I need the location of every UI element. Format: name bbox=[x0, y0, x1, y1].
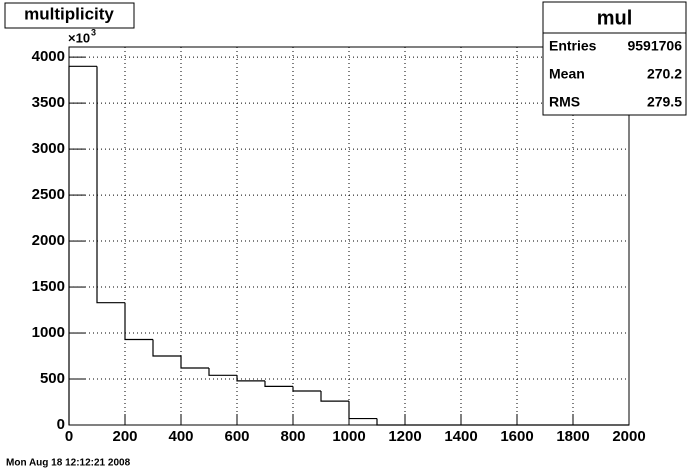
stats-title: mul bbox=[597, 7, 633, 29]
stats-value: 279.5 bbox=[647, 94, 682, 110]
y-tick-label: 4000 bbox=[32, 48, 65, 65]
histogram-bin bbox=[236, 375, 265, 382]
x-tick-label: 1600 bbox=[500, 428, 533, 445]
y-tick-label: 2500 bbox=[32, 186, 65, 203]
stats-label: Mean bbox=[549, 66, 585, 82]
x-tick-label: 400 bbox=[168, 428, 193, 445]
plot-frame bbox=[68, 46, 630, 426]
y-tick-label: 3000 bbox=[32, 140, 65, 157]
x-tick-label: 200 bbox=[112, 428, 137, 445]
histogram-bin bbox=[292, 386, 321, 392]
histogram-bin bbox=[180, 356, 209, 369]
y-tick-label: 2000 bbox=[32, 232, 65, 249]
chart-title: multiplicity bbox=[24, 4, 114, 23]
y-tick-label: 1500 bbox=[32, 278, 65, 295]
stats-value: 270.2 bbox=[647, 66, 682, 82]
x-tick-label: 600 bbox=[224, 428, 249, 445]
histogram-bin bbox=[208, 367, 237, 376]
x-tick-label: 0 bbox=[65, 428, 73, 445]
histogram-bin bbox=[124, 302, 153, 341]
x-tick-label: 1400 bbox=[444, 428, 477, 445]
plot-border bbox=[68, 46, 630, 426]
x-tick-label: 2000 bbox=[612, 428, 645, 445]
stats-label: Entries bbox=[549, 38, 597, 54]
histogram-bin bbox=[152, 339, 181, 357]
stats-label: RMS bbox=[549, 94, 580, 110]
title-box bbox=[4, 2, 135, 29]
y-tick-label: 500 bbox=[40, 370, 65, 387]
x-tick-label: 1200 bbox=[388, 428, 421, 445]
y-multiplier-exponent: 3 bbox=[91, 27, 96, 37]
histogram-bin bbox=[264, 380, 293, 387]
y-tick-label: 0 bbox=[57, 416, 65, 433]
y-multiplier: ×10 bbox=[68, 30, 90, 45]
histogram-bin bbox=[320, 390, 349, 402]
y-tick-label: 3500 bbox=[32, 94, 65, 111]
x-tick-label: 1000 bbox=[332, 428, 365, 445]
y-tick-label: 1000 bbox=[32, 324, 65, 341]
x-tick-label: 800 bbox=[280, 428, 305, 445]
histogram-bin bbox=[348, 401, 377, 420]
histogram-bin bbox=[96, 66, 125, 304]
x-tick-label: 1800 bbox=[556, 428, 589, 445]
stats-value: 9591706 bbox=[627, 38, 682, 54]
stats-box bbox=[542, 1, 687, 116]
footer-date: Mon Aug 18 12:12:21 2008 bbox=[6, 458, 131, 469]
